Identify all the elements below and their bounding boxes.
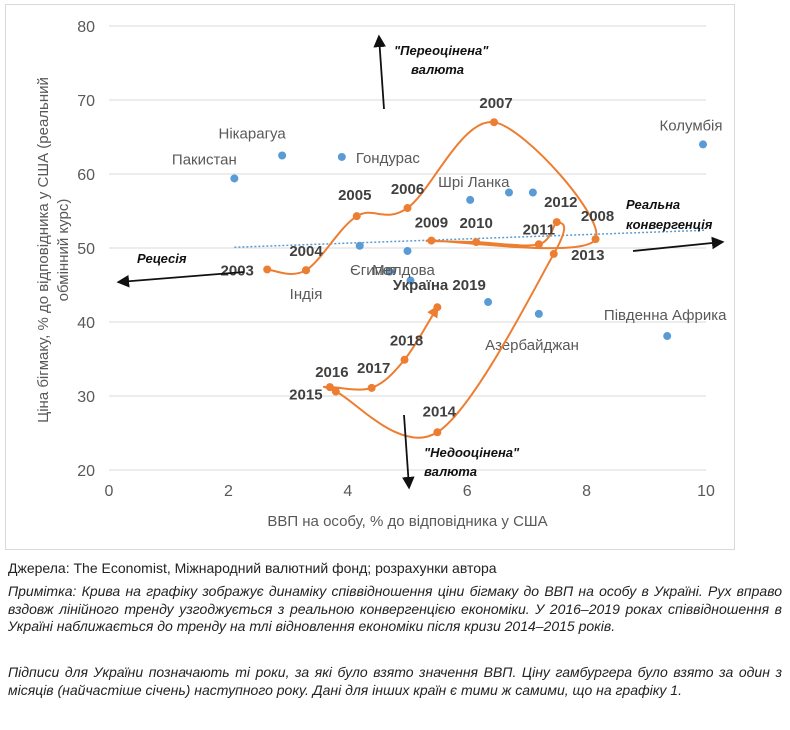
ukraine-year-label: 2011 — [523, 221, 556, 238]
country-label: Молдова — [372, 262, 435, 279]
ukraine-year-label: 2018 — [390, 333, 423, 350]
country-point — [385, 267, 394, 276]
y-axis-title-line1: Ціна бігмаку, % до відповідника у США (р… — [35, 77, 52, 423]
country-point — [278, 151, 287, 160]
ukraine-year-label: 2003 — [221, 262, 254, 279]
ukraine-year-label: 2012 — [544, 194, 577, 211]
undervalued-label-line2: валюта — [424, 464, 477, 479]
y-tick-label: 50 — [77, 241, 95, 258]
country-point — [337, 152, 346, 161]
convergence-label-line1: Реальна — [626, 197, 680, 212]
recession-label: Рецесія — [137, 251, 187, 266]
x-tick-label: 6 — [463, 483, 472, 500]
x-tick-label: 8 — [582, 483, 591, 500]
country-point — [355, 241, 364, 250]
ukraine-year-label: 2015 — [289, 387, 322, 404]
y-axis-title-line2: обмінний курс) — [55, 199, 72, 302]
ukraine-year-label: 2004 — [289, 243, 323, 260]
ukraine-point-2019 — [433, 303, 442, 312]
undervalued-label-line1: "Недооцінена" — [424, 445, 520, 460]
recession-arrow — [116, 271, 245, 288]
convergence-label-line2: конвергенція — [626, 217, 713, 232]
country-label: Нікарагуа — [219, 126, 287, 143]
ukraine-point — [591, 235, 600, 244]
ukraine-year-label: 2014 — [423, 403, 457, 420]
ukraine-point — [534, 240, 543, 249]
country-point — [534, 309, 543, 318]
ukraine-year-label: 2008 — [581, 208, 614, 225]
country-label: Південна Африка — [604, 307, 727, 324]
ukraine-year-label: 2006 — [391, 181, 424, 198]
y-tick-label: 20 — [77, 463, 95, 480]
overvalued-label-line1: "Переоцінена" — [394, 43, 489, 58]
country-point — [484, 298, 493, 307]
y-tick-label: 40 — [77, 315, 95, 332]
country-point — [230, 174, 239, 183]
trendline — [234, 229, 707, 249]
ukraine-point — [552, 218, 561, 227]
y-tick-label: 30 — [77, 389, 95, 406]
chart-note-1: Примітка: Крива на графіку зображує дина… — [8, 583, 782, 634]
ukraine-point — [427, 236, 436, 245]
ukraine-point — [400, 355, 409, 364]
chart-frame: 20 30 40 50 60 70 80 0 2 4 6 8 10 ВВП на особу, % до … — [5, 4, 735, 550]
ukraine-point — [331, 387, 340, 396]
country-label: Пакистан — [172, 151, 237, 168]
country-label: Єгипет — [350, 262, 398, 279]
country-point — [504, 188, 513, 197]
y-tick-label: 60 — [77, 167, 95, 184]
y-tick-label: 70 — [77, 93, 95, 110]
country-point — [403, 246, 412, 255]
country-point — [663, 332, 672, 341]
chart-note-2: Підписи для України позначають ті роки, … — [8, 664, 782, 698]
source-note: Джерела: The Economist, Міжнародний валю… — [8, 560, 497, 576]
ukraine-year-label: 2013 — [571, 247, 604, 264]
undervalued-arrow — [402, 414, 415, 490]
overvalued-arrow — [373, 34, 386, 110]
ukraine-year-label: Україна 2019 — [393, 277, 486, 294]
country-label: Азербайджан — [485, 337, 579, 354]
convergence-arrow — [632, 236, 725, 252]
ukraine-year-label: 2010 — [459, 215, 492, 232]
x-tick-label: 2 — [224, 483, 233, 500]
x-tick-label: 10 — [697, 483, 715, 500]
ukraine-point — [263, 265, 272, 274]
x-tick-label: 4 — [343, 483, 352, 500]
ukraine-year-label: 2005 — [338, 187, 371, 204]
x-axis-title: ВВП на особу, % до відповідника у США — [267, 513, 547, 530]
ukraine-point — [325, 383, 334, 392]
ukraine-point — [490, 118, 499, 127]
country-point — [406, 276, 415, 285]
y-tick-label: 80 — [77, 19, 95, 36]
scatter-chart: 20 30 40 50 60 70 80 0 2 4 6 8 10 ВВП на особу, % до … — [35, 19, 727, 530]
country-label: Індія — [290, 286, 323, 303]
country-label: Гондурас — [356, 150, 421, 167]
country-point — [466, 195, 475, 204]
ukraine-point — [472, 238, 481, 247]
ukraine-point — [403, 204, 412, 213]
ukraine-point — [302, 266, 311, 275]
ukraine-point — [352, 212, 361, 221]
x-tick-label: 0 — [105, 483, 114, 500]
country-label: Колумбія — [659, 117, 722, 134]
ukraine-year-label: 2007 — [479, 95, 512, 112]
ukraine-point — [433, 428, 442, 437]
ukraine-point — [549, 249, 558, 258]
country-label: Шрі Ланка — [438, 174, 510, 191]
ukraine-year-label: 2016 — [315, 364, 348, 381]
country-point — [528, 188, 537, 197]
ukraine-point — [367, 383, 376, 392]
country-point — [699, 140, 708, 149]
ukraine-year-label: 2017 — [357, 360, 390, 377]
ukraine-year-label: 2009 — [415, 215, 448, 232]
overvalued-label-line2: валюта — [411, 62, 464, 77]
